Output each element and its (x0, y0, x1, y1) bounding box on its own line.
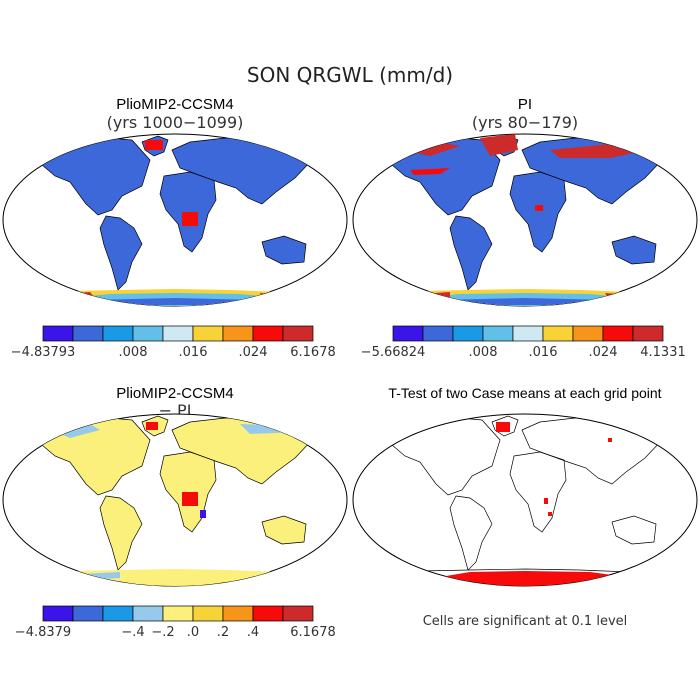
colorbar-3-tick-label: .2 (217, 625, 229, 640)
colorbar-2-swatch (632, 325, 664, 342)
colorbar-group: −4.83793 .008 .016 .024 6.1678 −5.66824 .008 .0… (11, 325, 686, 640)
colorbar-3-swatch (132, 605, 164, 622)
colorbar-2-swatch (452, 325, 484, 342)
colorbar-3-tick-label: −4.8379 (15, 625, 71, 640)
colorbar-2-swatch (482, 325, 514, 342)
map-panel-2: PI (yrs 80−179) (352, 96, 698, 307)
colorbar-1-swatch (192, 325, 224, 342)
colorbar-1-tick-label: −4.83793 (11, 345, 76, 360)
colorbar-1-swatch (42, 325, 74, 342)
colorbar-2-tick-label: −5.66824 (361, 345, 426, 360)
colorbar-3-swatch (192, 605, 224, 622)
colorbar-2-tick-label: 4.1331 (640, 345, 686, 360)
colorbar-2-tick-label: .016 (529, 345, 558, 360)
colorbar-3-swatch (222, 605, 254, 622)
colorbar-3-swatch (162, 605, 194, 622)
colorbar-3-tick-label: .4 (247, 625, 259, 640)
colorbar-2-swatch (392, 325, 424, 342)
significance-footnote: Cells are significant at 0.1 level (423, 614, 628, 629)
map-panel-3: PlioMIP2-CCSM4 − PI (2, 385, 348, 587)
map-panel-1: PlioMIP2-CCSM4 (yrs 1000−1099) (2, 96, 348, 307)
colorbar-3-swatch (102, 605, 134, 622)
colorbar-1-tick-label: 6.1678 (290, 345, 336, 360)
colorbar-3-swatch (282, 605, 314, 622)
colorbar-3-tick-label: −.4 (121, 625, 144, 640)
colorbar-1-tick-label: .024 (239, 345, 268, 360)
colorbar-2-swatch (572, 325, 604, 342)
colorbar-3-swatch (42, 605, 74, 622)
colorbar-1-swatch (252, 325, 284, 342)
figure-title: SON QRGWL (mm/d) (247, 63, 453, 87)
colorbar-1-swatch (282, 325, 314, 342)
panel-1-subtitle: (yrs 1000−1099) (107, 113, 244, 132)
colorbar-2-swatch (512, 325, 544, 342)
colorbar-1-tick-label: .008 (119, 345, 148, 360)
colorbar-3-swatch (252, 605, 284, 622)
colorbar-3-tick-label: −.2 (151, 625, 174, 640)
colorbar-2-tick-label: .008 (469, 345, 498, 360)
colorbar-3-tick-label: 6.1678 (290, 625, 336, 640)
colorbar-1-swatch (102, 325, 134, 342)
colorbar-2-swatch (602, 325, 634, 342)
panel-4-title: T-Test of two Case means at each grid po… (388, 385, 661, 401)
colorbar-2-swatch (422, 325, 454, 342)
colorbar-1-swatch (132, 325, 164, 342)
panel-3-title: PlioMIP2-CCSM4 (116, 385, 234, 402)
panel-2-subtitle: (yrs 80−179) (472, 113, 578, 132)
colorbar-3-swatch (72, 605, 104, 622)
colorbar-3-tick-label: .0 (187, 625, 199, 640)
panel-2-title: PI (518, 96, 532, 113)
colorbar-2-swatch (542, 325, 574, 342)
colorbar-1-swatch (162, 325, 194, 342)
colorbar-1-swatch (72, 325, 104, 342)
colorbar-1-swatch (222, 325, 254, 342)
colorbar-1-tick-label: .016 (179, 345, 208, 360)
colorbar-2-tick-label: .024 (589, 345, 618, 360)
map-panel-4: T-Test of two Case means at each grid po… (352, 385, 698, 629)
panel-1-title: PlioMIP2-CCSM4 (116, 96, 234, 113)
